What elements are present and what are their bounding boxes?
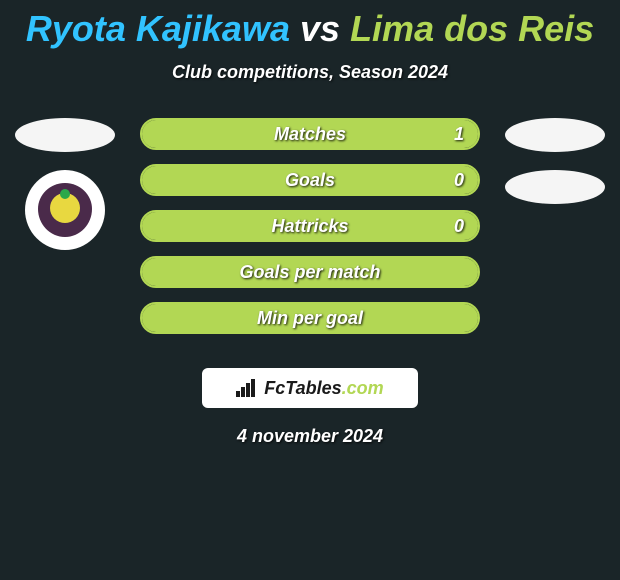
player1-photo-placeholder xyxy=(15,118,115,152)
player1-name: Ryota Kajikawa xyxy=(26,8,290,49)
brand-logo: FcTables.com xyxy=(202,368,418,408)
date-text: 4 november 2024 xyxy=(0,426,620,447)
page-title: Ryota Kajikawa vs Lima dos Reis xyxy=(0,0,620,50)
stat-bar: Goals0 xyxy=(140,164,480,196)
brand-name: FcTables xyxy=(264,378,341,398)
stat-bar: Goals per match xyxy=(140,256,480,288)
stat-bar: Hattricks0 xyxy=(140,210,480,242)
vs-text: vs xyxy=(300,8,340,49)
player2-photo-placeholder xyxy=(505,118,605,152)
stat-row: Goals0 xyxy=(140,164,480,196)
stat-label: Goals per match xyxy=(142,262,478,283)
stats-bars: Matches1Goals0Hattricks0Goals per matchM… xyxy=(140,118,480,348)
stat-label: Min per goal xyxy=(142,308,478,329)
bar-chart-icon xyxy=(236,379,258,397)
stat-row: Min per goal xyxy=(140,302,480,334)
stat-right-value: 0 xyxy=(454,170,464,191)
stat-bar: Min per goal xyxy=(140,302,480,334)
crest-dot-icon xyxy=(60,189,70,199)
footer-block: FcTables.com 4 november 2024 xyxy=(0,350,620,447)
subtitle: Club competitions, Season 2024 xyxy=(0,62,620,83)
stat-label: Matches xyxy=(142,124,478,145)
player2-column xyxy=(500,118,610,222)
stat-label: Goals xyxy=(142,170,478,191)
stat-row: Hattricks0 xyxy=(140,210,480,242)
stat-row: Goals per match xyxy=(140,256,480,288)
player1-column xyxy=(10,118,120,250)
brand-suffix: .com xyxy=(342,378,384,398)
stat-label: Hattricks xyxy=(142,216,478,237)
player1-club-crest xyxy=(25,170,105,250)
player2-name: Lima dos Reis xyxy=(350,8,594,49)
stat-row: Matches1 xyxy=(140,118,480,150)
player2-club-crest-placeholder xyxy=(505,170,605,204)
stat-right-value: 1 xyxy=(454,124,464,145)
brand-text: FcTables.com xyxy=(264,378,383,399)
stat-right-value: 0 xyxy=(454,216,464,237)
stat-bar: Matches1 xyxy=(140,118,480,150)
